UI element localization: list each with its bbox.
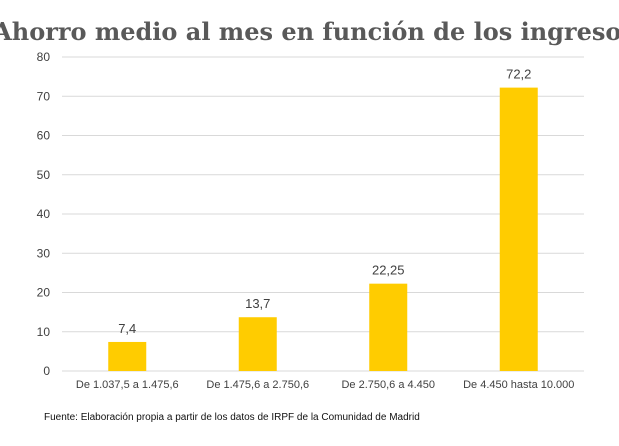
bar [499, 87, 538, 372]
bar [238, 317, 277, 371]
data-label: 7,4 [118, 321, 136, 336]
x-tick-label: De 1.037,5 a 1.475,6 [76, 379, 179, 391]
y-tick-label: 80 [37, 50, 51, 64]
source-note: Fuente: Elaboración propia a partir de l… [44, 412, 420, 423]
y-axis-ticks: 0 10 20 30 40 50 60 70 80 [37, 50, 51, 378]
gridlines [62, 56, 584, 372]
y-tick-label: 40 [37, 207, 51, 221]
x-axis-labels: De 1.037,5 a 1.475,6 De 1.475,6 a 2.750,6… [76, 379, 575, 391]
y-tick-label: 10 [37, 325, 51, 339]
y-tick-label: 60 [37, 129, 51, 143]
y-tick-label: 50 [37, 168, 51, 182]
y-tick-label: 0 [43, 364, 50, 378]
x-tick-label: De 1.475,6 a 2.750,6 [206, 379, 309, 391]
data-labels: 7,4 13,7 22,25 72,2 [118, 67, 531, 336]
data-label: 22,25 [372, 263, 405, 278]
bar [108, 341, 147, 371]
bar [369, 283, 408, 371]
data-label: 13,7 [245, 296, 270, 311]
y-tick-label: 30 [37, 246, 51, 260]
chart-title: Ahorro medio al mes en función de los in… [0, 17, 619, 46]
data-label: 72,2 [506, 67, 531, 82]
y-tick-label: 20 [37, 286, 51, 300]
x-tick-label: De 2.750,6 a 4.450 [341, 379, 435, 391]
y-tick-label: 70 [37, 89, 51, 103]
x-tick-label: De 4.450 hasta 10.000 [463, 379, 574, 391]
bars [108, 87, 538, 372]
